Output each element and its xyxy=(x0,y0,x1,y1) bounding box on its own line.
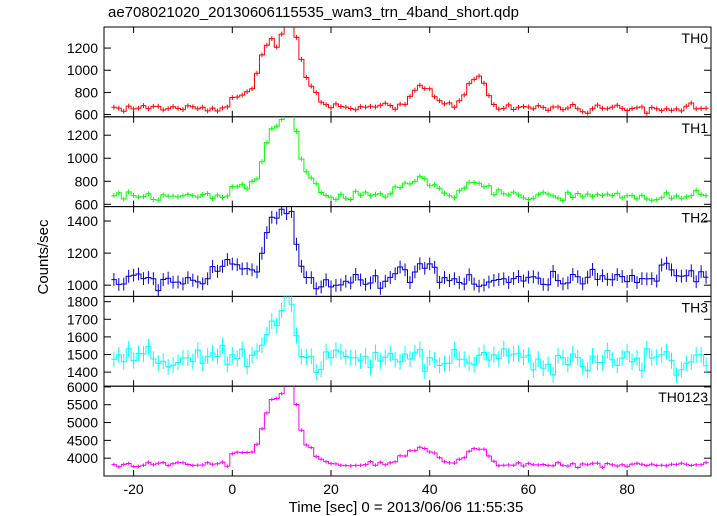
y-tick-label: 1000 xyxy=(67,150,98,166)
series-th3 xyxy=(111,296,709,384)
panel-label: TH2 xyxy=(682,210,709,226)
x-tick-label: 40 xyxy=(422,481,438,497)
panel-label: TH0 xyxy=(682,30,709,46)
x-tick-label: 0 xyxy=(228,481,236,497)
chart-title: ae708021020_20130606115535_wam3_trn_4ban… xyxy=(108,4,519,21)
panels: TH0 600 800 1000 1200 TH1 600 800 1000 1200 TH2 100… xyxy=(67,26,712,477)
y-tick-label: 1200 xyxy=(67,40,98,56)
y-tick-label: 1500 xyxy=(67,347,98,363)
panel-th0: TH0 600 800 1000 1200 xyxy=(67,26,712,123)
panel-label: TH1 xyxy=(682,120,709,136)
series-th2 xyxy=(111,206,709,297)
panel-frame xyxy=(103,295,712,387)
panel-th2: TH2 1000 1200 1400 xyxy=(67,206,712,297)
y-tick-label: 1400 xyxy=(67,213,98,229)
y-tick-label: 1000 xyxy=(67,277,98,293)
x-tick-label: 60 xyxy=(521,481,537,497)
y-tick-label: 6000 xyxy=(67,379,98,395)
y-tick-label: 800 xyxy=(75,84,99,100)
y-tick-label: 1000 xyxy=(67,62,98,78)
step-line xyxy=(111,27,709,114)
y-tick-label: 1400 xyxy=(67,364,98,380)
y-tick-label: 600 xyxy=(75,196,99,212)
y-tick-label: 1200 xyxy=(67,245,98,261)
y-axis-label: Counts/sec xyxy=(35,219,52,295)
y-tick-label: 4000 xyxy=(67,450,98,466)
x-axis-label: Time [sec] 0 = 2013/06/06 11:55:35 xyxy=(289,499,524,516)
y-tick-label: 1700 xyxy=(67,311,98,327)
x-axis-ticks: -20 0 20 40 60 80 xyxy=(123,481,635,497)
y-tick-label: 800 xyxy=(75,173,99,189)
series-th0 xyxy=(111,27,709,116)
y-tick-label: 1600 xyxy=(67,329,98,345)
panel-label: TH3 xyxy=(682,299,709,315)
series-th0123 xyxy=(111,386,709,470)
panel-frame xyxy=(103,385,712,477)
step-line xyxy=(111,386,709,468)
y-tick-label: 1800 xyxy=(67,294,98,310)
series-th1 xyxy=(111,116,709,203)
x-tick-label: -20 xyxy=(123,481,143,497)
panel-label: TH0123 xyxy=(658,389,708,405)
y-tick-label: 4500 xyxy=(67,432,98,448)
panel-th1: TH1 600 800 1000 1200 xyxy=(67,116,712,212)
x-tick-label: 20 xyxy=(323,481,339,497)
step-line xyxy=(111,296,709,376)
y-tick-label: 600 xyxy=(75,107,99,123)
x-tick-label: 80 xyxy=(619,481,635,497)
y-tick-label: 5000 xyxy=(67,415,98,431)
y-tick-label: 5500 xyxy=(67,397,98,413)
y-tick-label: 1200 xyxy=(67,127,98,143)
